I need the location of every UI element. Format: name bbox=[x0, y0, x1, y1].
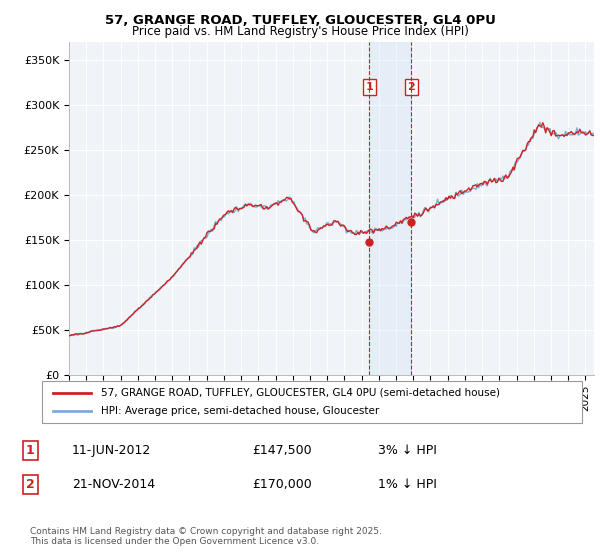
Bar bbox=[369, 42, 412, 375]
Text: 1% ↓ HPI: 1% ↓ HPI bbox=[378, 478, 437, 491]
Text: 21-NOV-2014: 21-NOV-2014 bbox=[72, 478, 155, 491]
Text: Contains HM Land Registry data © Crown copyright and database right 2025.
This d: Contains HM Land Registry data © Crown c… bbox=[30, 526, 382, 546]
Text: 2: 2 bbox=[407, 82, 415, 92]
Text: HPI: Average price, semi-detached house, Gloucester: HPI: Average price, semi-detached house,… bbox=[101, 406, 380, 416]
Text: 3% ↓ HPI: 3% ↓ HPI bbox=[378, 444, 437, 458]
Text: 1: 1 bbox=[365, 82, 373, 92]
Text: 11-JUN-2012: 11-JUN-2012 bbox=[72, 444, 151, 458]
Text: Price paid vs. HM Land Registry's House Price Index (HPI): Price paid vs. HM Land Registry's House … bbox=[131, 25, 469, 38]
FancyBboxPatch shape bbox=[42, 381, 582, 423]
Text: 1: 1 bbox=[26, 444, 34, 458]
Text: £170,000: £170,000 bbox=[252, 478, 312, 491]
Text: 57, GRANGE ROAD, TUFFLEY, GLOUCESTER, GL4 0PU (semi-detached house): 57, GRANGE ROAD, TUFFLEY, GLOUCESTER, GL… bbox=[101, 388, 500, 398]
Text: £147,500: £147,500 bbox=[252, 444, 311, 458]
Text: 2: 2 bbox=[26, 478, 34, 491]
Text: 57, GRANGE ROAD, TUFFLEY, GLOUCESTER, GL4 0PU: 57, GRANGE ROAD, TUFFLEY, GLOUCESTER, GL… bbox=[104, 14, 496, 27]
